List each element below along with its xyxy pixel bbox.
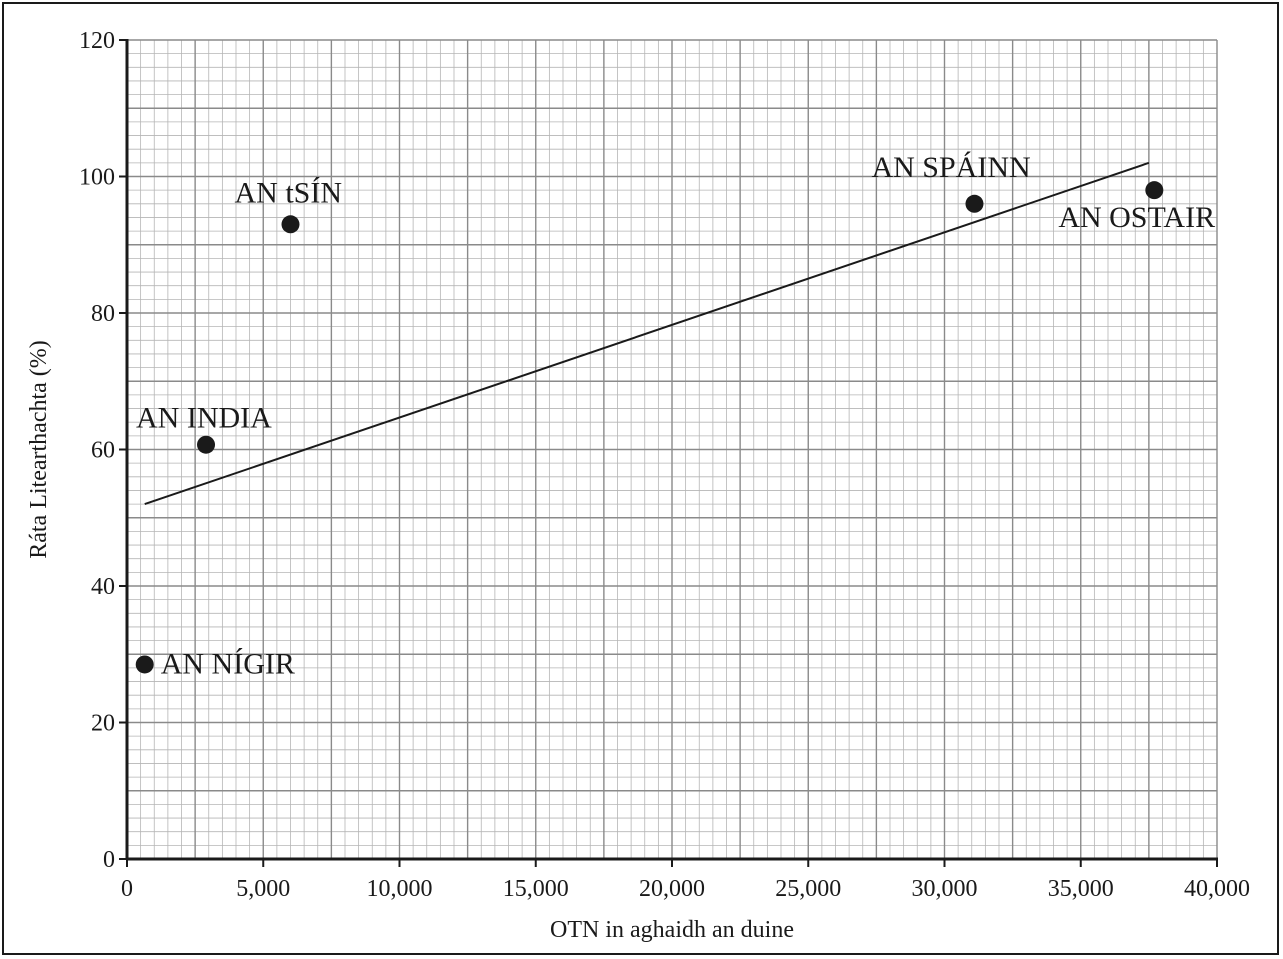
y-tick-labels: 0 20 40 60 80 100 120	[79, 28, 115, 873]
axes	[119, 39, 1218, 867]
y-tick-label: 80	[91, 301, 115, 327]
y-tick-label: 120	[79, 28, 115, 54]
data-point	[1145, 181, 1164, 200]
x-tick-label: 40,000	[1184, 876, 1250, 902]
x-tick-label: 0	[121, 876, 133, 902]
y-tick-label: 100	[79, 165, 115, 191]
data-point	[281, 215, 300, 234]
y-axis-title: Ráta Litearthachta (%)	[26, 340, 52, 559]
x-tick-label: 20,000	[639, 876, 705, 902]
data-points: AN NÍGIR AN INDIA AN tSÍN AN SPÁINN AN OSTAI…	[135, 151, 1215, 680]
y-tick-label: 60	[91, 438, 115, 464]
x-tick-label: 15,000	[503, 876, 569, 902]
y-tick-label: 0	[103, 847, 115, 873]
x-axis-title: OTN in aghaidh an duine	[550, 917, 794, 943]
x-tick-label: 35,000	[1048, 876, 1114, 902]
data-point	[135, 655, 154, 674]
data-point	[965, 194, 984, 213]
y-tick-label: 20	[91, 711, 115, 737]
data-point-label: AN tSÍN	[235, 176, 343, 209]
x-tick-label: 30,000	[912, 876, 978, 902]
y-tick-label: 40	[91, 574, 115, 600]
trend-line-group	[144, 161, 1150, 506]
data-point	[197, 435, 216, 454]
data-point-label: AN INDIA	[136, 402, 272, 435]
major-grid	[127, 39, 1218, 859]
data-point-label: AN NÍGIR	[161, 647, 295, 680]
x-tick-label: 10,000	[367, 876, 433, 902]
data-point-label: AN OSTAIR	[1058, 201, 1215, 234]
x-tick-label: 5,000	[236, 876, 290, 902]
x-tick-labels: 0 5,000 10,000 15,000 20,000 25,000 30,000 35,0…	[121, 876, 1250, 902]
data-point-label: AN SPÁINN	[871, 151, 1030, 184]
trend-line	[144, 161, 1150, 506]
x-tick-label: 25,000	[775, 876, 841, 902]
